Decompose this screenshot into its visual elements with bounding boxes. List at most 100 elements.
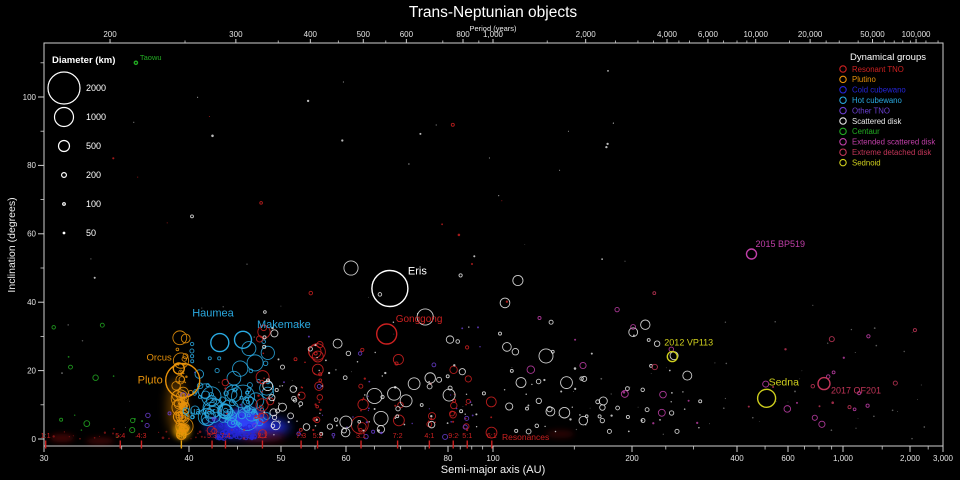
- tno-point: [315, 418, 318, 421]
- tno-point: [574, 387, 577, 390]
- tno-point: [190, 415, 195, 420]
- tno-point: [411, 422, 413, 425]
- tno-point: [471, 414, 474, 417]
- tick-label: 3,000: [933, 454, 954, 463]
- tick-label: 4,000: [657, 30, 678, 39]
- tno-point: [830, 429, 833, 432]
- tno-point: [209, 407, 211, 410]
- tno-point: [357, 351, 363, 356]
- tno-point: [380, 394, 385, 400]
- tno-point: [280, 305, 282, 307]
- tno-point: [366, 388, 383, 405]
- tno-point: [260, 345, 275, 361]
- tno-point: [459, 409, 464, 414]
- tno-point: [298, 405, 301, 408]
- tno-point: [313, 416, 321, 424]
- tick-label: 2,000: [576, 30, 597, 39]
- resonance-markers: 1:1 5:4 4:3 3:2 5:3 7:4 2:1 7:3 5:2 3:1 7:2 4:1 9:2 5…: [41, 431, 497, 449]
- tno-point: [525, 393, 527, 395]
- tno-point: [296, 420, 298, 422]
- tno-point: [799, 378, 801, 380]
- object-gonggong: [376, 323, 398, 345]
- tno-point: [475, 426, 478, 428]
- tno-point: [68, 436, 70, 438]
- tno-point: [144, 422, 150, 429]
- tno-point: [640, 387, 645, 392]
- tno-point: [725, 362, 728, 365]
- tno-point: [318, 378, 323, 383]
- tno-point: [784, 348, 787, 351]
- object-makemake: [233, 330, 253, 349]
- tno-point: [394, 404, 397, 407]
- tno-point: [253, 336, 255, 338]
- resonance-label-5:1: 5:1: [462, 431, 472, 440]
- tno-point: [380, 431, 383, 435]
- tno-point: [314, 403, 317, 406]
- tick-label: 20: [27, 366, 36, 375]
- object-label-2015-bp519: 2015 BP519: [756, 239, 806, 249]
- tno-point: [449, 410, 457, 419]
- tno-point: [189, 348, 195, 354]
- tno-point: [512, 274, 524, 287]
- tno-point: [424, 372, 436, 384]
- tno-point: [306, 99, 310, 103]
- tno-point: [538, 348, 554, 364]
- tno-point: [258, 404, 264, 410]
- tno-point: [903, 350, 905, 353]
- object-2012-vp113: [666, 350, 678, 363]
- tno-point: [180, 415, 182, 418]
- tno-point: [659, 390, 667, 399]
- tno-point: [221, 378, 229, 387]
- tno-point: [269, 408, 278, 417]
- tno-point: [651, 363, 658, 371]
- tno-point: [358, 383, 364, 389]
- tno-point: [239, 403, 242, 406]
- tno-point: [220, 423, 223, 426]
- tno-point: [327, 371, 331, 375]
- tno-point: [818, 420, 826, 428]
- tno-point: [575, 428, 578, 431]
- tno-point: [485, 426, 498, 439]
- tno-point: [342, 375, 348, 381]
- tno-point: [384, 371, 387, 375]
- tno-point: [297, 322, 300, 325]
- tno-point: [364, 394, 366, 396]
- tno-point: [477, 326, 479, 329]
- tno-point: [279, 421, 281, 423]
- tno-point: [458, 273, 463, 278]
- red-dust-glow-1: [50, 434, 74, 442]
- tno-point: [458, 368, 466, 376]
- tno-point: [875, 344, 878, 347]
- tick-label: 0: [32, 435, 37, 444]
- tno-point: [762, 380, 770, 388]
- tno-point: [343, 260, 359, 276]
- tno-point: [511, 347, 520, 356]
- tno-point: [331, 432, 336, 437]
- tno-point: [368, 296, 370, 298]
- tno-point: [222, 306, 224, 308]
- object-label-eris: Eris: [408, 266, 427, 278]
- tno-point: [650, 372, 652, 374]
- tno-point: [243, 431, 249, 437]
- tno-point: [589, 407, 591, 409]
- tno-point: [173, 408, 190, 426]
- tno-point: [175, 410, 187, 422]
- tno-point: [307, 335, 310, 338]
- object-label-makemake: Makemake: [257, 319, 311, 331]
- tno-point: [450, 401, 458, 410]
- tno-point: [722, 407, 725, 410]
- tick-label: 80: [27, 161, 36, 170]
- tno-point: [714, 362, 716, 364]
- tno-point: [458, 434, 460, 436]
- tno-point: [298, 401, 304, 407]
- tick-label: 80: [444, 454, 453, 463]
- object-eris: [371, 269, 409, 308]
- tno-point: [499, 297, 511, 309]
- tno-point: [246, 436, 249, 438]
- tno-point: [430, 417, 433, 420]
- tno-point: [574, 338, 577, 341]
- tick-label: 40: [185, 454, 194, 463]
- tno-point: [269, 397, 271, 398]
- tno-point: [226, 434, 230, 439]
- tno-point: [345, 350, 352, 357]
